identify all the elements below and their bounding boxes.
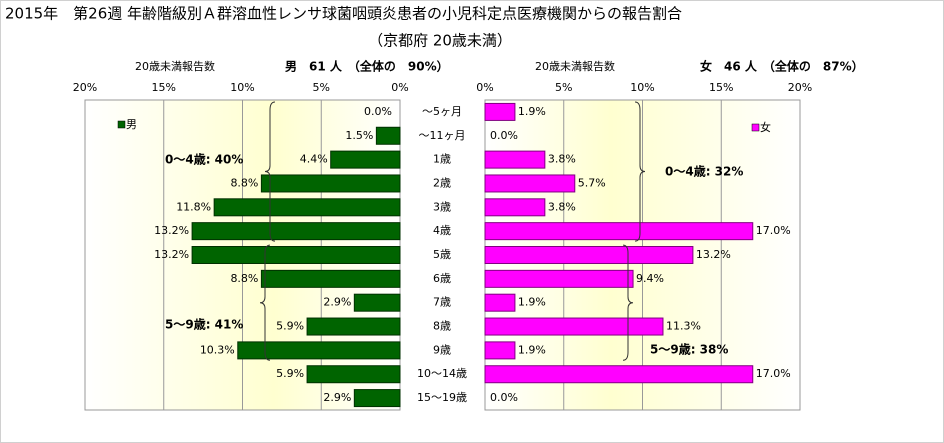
value-label: 13.2% bbox=[154, 224, 189, 237]
bar bbox=[260, 269, 401, 288]
chart-subtitle: （京都府 20歳未満） bbox=[368, 32, 512, 50]
count-label: 20歳未満報告数 bbox=[535, 60, 615, 73]
bar bbox=[484, 341, 516, 360]
value-label: 1.9% bbox=[518, 343, 546, 356]
series-summary: 女 46 人 （全体の 87%） bbox=[700, 59, 864, 74]
annotation: 5～9歳: 38% bbox=[650, 342, 728, 357]
value-label: 2.9% bbox=[323, 296, 351, 309]
x-tick-label: 5% bbox=[313, 81, 330, 94]
bar bbox=[237, 341, 401, 360]
value-label: 17.0% bbox=[756, 367, 791, 380]
value-label: 0.0% bbox=[364, 105, 392, 118]
category-label: ～11ヶ月 bbox=[419, 129, 466, 142]
bar bbox=[191, 222, 401, 241]
brace bbox=[259, 244, 271, 361]
x-tick-label: 15% bbox=[709, 81, 733, 94]
value-label: 0.0% bbox=[490, 129, 518, 142]
count-label: 20歳未満報告数 bbox=[135, 60, 215, 73]
annotation: 0～4歳: 40% bbox=[165, 152, 243, 167]
value-label: 3.8% bbox=[548, 153, 576, 166]
bar bbox=[375, 126, 401, 145]
category-label: 7歳 bbox=[433, 296, 451, 309]
legend-label: 男 bbox=[126, 118, 137, 131]
category-label: 4歳 bbox=[433, 224, 451, 237]
x-tick-label: 20% bbox=[788, 81, 812, 94]
bar bbox=[484, 269, 634, 288]
value-label: 13.2% bbox=[696, 248, 731, 261]
brace bbox=[622, 244, 634, 361]
category-label: 5歳 bbox=[433, 248, 451, 261]
bar bbox=[484, 365, 754, 384]
value-label: 8.8% bbox=[230, 272, 258, 285]
value-label: 13.2% bbox=[154, 248, 189, 261]
value-label: 11.3% bbox=[666, 320, 701, 333]
chart-title: 2015年 第26週 年齢階級別Ａ群溶血性レンサ球菌咽頭炎患者の小児科定点医療機… bbox=[5, 5, 682, 23]
annotation: 0～4歳: 32% bbox=[665, 164, 743, 179]
category-label: 8歳 bbox=[433, 320, 451, 333]
bar bbox=[484, 174, 576, 193]
brace bbox=[264, 101, 276, 242]
bar bbox=[213, 198, 401, 217]
category-label: 10～14歳 bbox=[417, 367, 467, 380]
bar bbox=[191, 246, 401, 264]
legend-swatch bbox=[751, 123, 760, 132]
bar bbox=[484, 317, 664, 336]
value-label: 4.4% bbox=[300, 153, 328, 166]
bar bbox=[353, 293, 401, 312]
x-tick-label: 15% bbox=[152, 81, 176, 94]
value-label: 5.9% bbox=[276, 320, 304, 333]
value-label: 3.8% bbox=[548, 200, 576, 213]
legend-swatch bbox=[117, 120, 126, 129]
bar bbox=[260, 174, 401, 193]
category-label: 9歳 bbox=[433, 343, 451, 356]
x-tick-label: 10% bbox=[230, 81, 254, 94]
category-label: 2歳 bbox=[433, 176, 451, 189]
bar bbox=[306, 365, 401, 384]
legend-label: 女 bbox=[760, 120, 771, 134]
value-label: 8.8% bbox=[230, 176, 258, 189]
value-label: 1.9% bbox=[518, 296, 546, 309]
value-label: 5.9% bbox=[276, 367, 304, 380]
value-label: 9.4% bbox=[636, 272, 664, 285]
value-label: 1.9% bbox=[518, 105, 546, 118]
series-summary: 男 61 人 （全体の 90%） bbox=[285, 59, 449, 74]
value-label: 5.7% bbox=[578, 176, 606, 189]
bar bbox=[484, 150, 546, 169]
category-label: 15～19歳 bbox=[417, 391, 467, 404]
x-tick-label: 20% bbox=[73, 81, 97, 94]
category-label: 3歳 bbox=[433, 200, 451, 213]
annotation: 5～9歳: 41% bbox=[165, 317, 243, 332]
x-tick-label: 5% bbox=[555, 81, 572, 94]
value-label: 10.3% bbox=[200, 343, 235, 356]
bar bbox=[330, 150, 401, 169]
x-tick-label: 0% bbox=[391, 81, 408, 94]
bar bbox=[306, 317, 401, 336]
bar bbox=[484, 246, 694, 264]
x-tick-label: 10% bbox=[630, 81, 654, 94]
value-label: 11.8% bbox=[176, 200, 211, 213]
x-tick-label: 0% bbox=[476, 81, 493, 94]
bar bbox=[484, 102, 516, 121]
brace bbox=[634, 101, 646, 242]
value-label: 2.9% bbox=[323, 391, 351, 404]
category-label: 6歳 bbox=[433, 272, 451, 285]
bar bbox=[353, 389, 401, 408]
bar bbox=[484, 222, 754, 241]
category-label: 1歳 bbox=[433, 153, 451, 166]
value-label: 1.5% bbox=[345, 129, 373, 142]
value-label: 17.0% bbox=[756, 224, 791, 237]
bar bbox=[484, 198, 546, 217]
bar bbox=[484, 293, 516, 312]
category-label: ～5ヶ月 bbox=[422, 105, 462, 118]
value-label: 0.0% bbox=[490, 391, 518, 404]
